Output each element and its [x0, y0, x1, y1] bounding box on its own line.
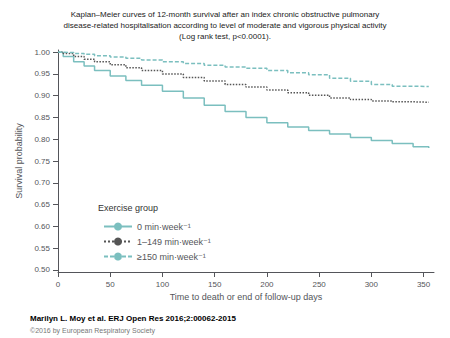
- svg-text:Kaplan–Meier curves of 12-mont: Kaplan–Meier curves of 12-month survival…: [71, 10, 380, 19]
- svg-text:0.90: 0.90: [34, 91, 50, 100]
- svg-text:disease-related hospitalisatio: disease-related hospitalisation accordin…: [64, 21, 387, 30]
- svg-text:150: 150: [208, 280, 222, 289]
- svg-text:Marilyn L. Moy et al. ERJ Open: Marilyn L. Moy et al. ERJ Open Res 2016;…: [30, 314, 236, 323]
- svg-text:(Log rank test, p<0.0001).: (Log rank test, p<0.0001).: [179, 32, 271, 41]
- svg-text:0 min·week⁻¹: 0 min·week⁻¹: [137, 222, 191, 232]
- svg-text:0.65: 0.65: [34, 200, 50, 209]
- svg-text:0.60: 0.60: [34, 222, 50, 231]
- svg-text:Survival probability: Survival probability: [14, 123, 24, 199]
- svg-text:≥150 min·week⁻¹: ≥150 min·week⁻¹: [137, 252, 206, 262]
- svg-text:0.55: 0.55: [34, 244, 50, 253]
- svg-text:0.70: 0.70: [34, 178, 50, 187]
- svg-text:350: 350: [417, 280, 431, 289]
- svg-text:200: 200: [260, 280, 274, 289]
- svg-text:0.95: 0.95: [34, 69, 50, 78]
- svg-text:©2016 by European Respiratory: ©2016 by European Respiratory Society: [30, 327, 156, 335]
- svg-text:Time to death or end of follow: Time to death or end of follow-up days: [170, 292, 323, 302]
- svg-text:250: 250: [312, 280, 326, 289]
- svg-text:1–149 min·week⁻¹: 1–149 min·week⁻¹: [137, 237, 211, 247]
- svg-text:300: 300: [365, 280, 379, 289]
- svg-text:0.50: 0.50: [34, 265, 50, 274]
- svg-text:Exercise group: Exercise group: [98, 203, 158, 213]
- svg-text:50: 50: [106, 280, 115, 289]
- svg-text:1.00: 1.00: [34, 48, 50, 57]
- svg-text:0.75: 0.75: [34, 157, 50, 166]
- svg-text:0.85: 0.85: [34, 113, 50, 122]
- svg-text:100: 100: [156, 280, 170, 289]
- svg-text:0: 0: [56, 280, 61, 289]
- svg-text:0.80: 0.80: [34, 135, 50, 144]
